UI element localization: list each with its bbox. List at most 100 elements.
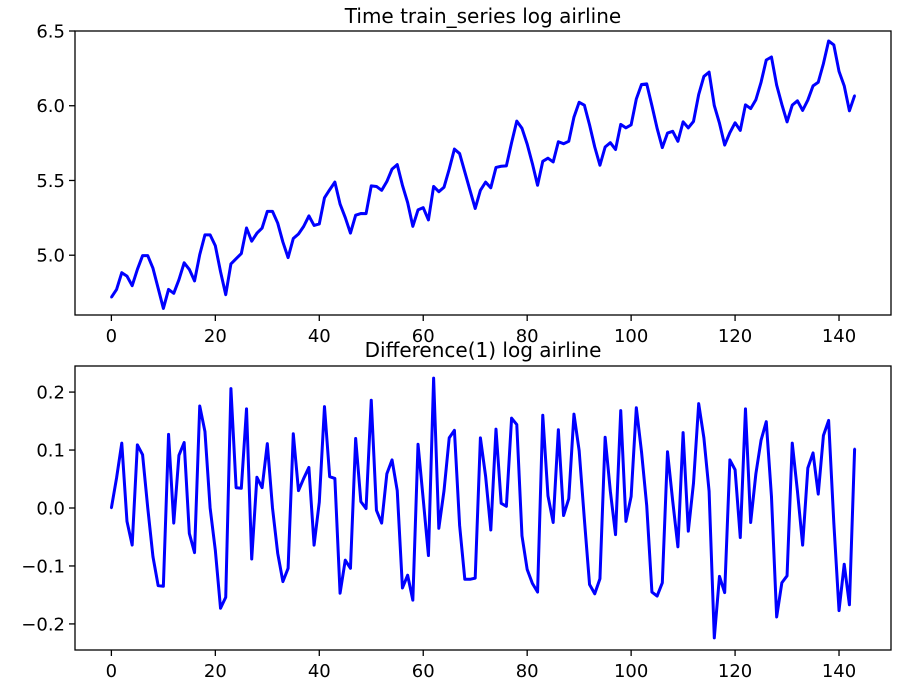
top-data-points [110, 39, 856, 310]
top-data-point [603, 145, 607, 149]
bottom-data-point [827, 419, 830, 422]
bottom-data-point [562, 514, 565, 517]
bottom-data-point [759, 438, 763, 442]
bottom-data-point [702, 436, 706, 440]
top-data-point [577, 101, 581, 104]
top-data-point [619, 123, 622, 126]
top-data-point [432, 185, 435, 188]
bottom-data-point [541, 414, 544, 417]
bottom-x-ticks: 0 20 40 60 80 100 120 140 [106, 650, 856, 682]
bottom-data-point [614, 533, 617, 536]
top-data-point [770, 55, 773, 59]
bottom-data-point [822, 434, 825, 437]
top-data-point [614, 148, 617, 151]
top-data-point [167, 288, 170, 291]
bottom-data-point [806, 466, 810, 470]
bottom-data-point [640, 450, 643, 453]
bottom-data-point [406, 574, 409, 577]
bottom-data-point [546, 494, 550, 498]
bottom-data-point [115, 476, 118, 480]
top-data-point [281, 240, 285, 244]
top-data-point [593, 145, 596, 149]
bottom-data-point [401, 586, 404, 590]
top-data-point [640, 83, 643, 86]
bottom-data-point [224, 596, 227, 599]
bottom-data-point [250, 557, 253, 561]
bottom-data-point [843, 563, 846, 566]
top-data-point [240, 252, 243, 255]
bottom-data-point [531, 582, 534, 585]
bottom-data-point [744, 407, 747, 411]
top-data-point [525, 142, 529, 146]
top-data-point [442, 186, 446, 189]
bottom-data-point [432, 376, 435, 380]
top-data-point [396, 163, 399, 166]
bottom-data-point [681, 431, 685, 434]
top-data-point [572, 115, 576, 119]
top-data-point [370, 184, 373, 188]
top-x-tick-label: 0 [106, 326, 117, 347]
top-data-point [193, 279, 196, 283]
top-data-point [551, 160, 555, 164]
bottom-data-point [557, 428, 560, 431]
bottom-data-point [276, 552, 279, 555]
top-data-point [208, 233, 212, 237]
top-data-point [224, 293, 227, 296]
bottom-data-point [770, 495, 773, 498]
bottom-data-point [739, 536, 742, 539]
bottom-data-point [458, 524, 461, 527]
bottom-y-tick-label: 0.0 [36, 499, 65, 520]
top-data-point [380, 189, 383, 192]
top-data-point [276, 221, 279, 225]
bottom-data-point [463, 578, 467, 581]
top-data-point [375, 185, 378, 188]
top-data-point [733, 121, 737, 124]
top-data-point [515, 119, 518, 123]
bottom-data-point [411, 598, 415, 602]
top-data-point [312, 224, 316, 227]
bottom-data-point [551, 521, 555, 524]
bottom-data-point [484, 474, 487, 478]
bottom-data-point [182, 441, 186, 444]
bottom-data-point [453, 429, 456, 432]
bottom-data-point [765, 420, 768, 423]
top-y-tick-label: 6.5 [36, 22, 65, 43]
top-data-point [354, 213, 357, 217]
bottom-data-point [837, 609, 841, 612]
bottom-data-point [785, 574, 789, 578]
top-plot-frame [74, 30, 892, 316]
top-data-point [427, 218, 430, 222]
bottom-data-point [110, 506, 113, 510]
bottom-y-ticks: −0.2 −0.1 0.0 0.1 0.2 [21, 383, 75, 635]
top-data-point [489, 186, 492, 189]
top-data-point [754, 98, 758, 101]
bottom-y-tick-label: 0.2 [36, 383, 65, 404]
top-data-point [120, 271, 123, 274]
top-data-point [609, 141, 612, 144]
bottom-chart-title: Difference(1) log airline [365, 338, 602, 362]
top-data-point [318, 222, 321, 226]
top-data-point [110, 296, 113, 299]
top-data-point [141, 254, 144, 257]
top-data-point [671, 130, 674, 133]
top-data-point [302, 225, 305, 228]
top-data-point [843, 84, 846, 88]
top-data-point [411, 225, 415, 228]
bottom-data-point [286, 567, 290, 570]
bottom-data-point [198, 404, 201, 408]
bottom-data-point [302, 477, 305, 480]
bottom-data-point [583, 517, 586, 521]
top-y-ticks: 5.0 5.5 6.0 6.5 [36, 22, 75, 267]
top-data-point [676, 140, 680, 143]
top-data-point [234, 257, 238, 260]
bottom-data-point [214, 549, 217, 552]
top-data-point [364, 212, 368, 215]
top-data-point [401, 184, 404, 187]
top-x-tick-label: 20 [204, 326, 227, 347]
top-data-point [146, 254, 149, 257]
bottom-data-point [323, 405, 326, 408]
top-data-point [416, 208, 420, 212]
bottom-data-point [479, 436, 482, 440]
bottom-x-tick-label: 140 [822, 661, 856, 682]
